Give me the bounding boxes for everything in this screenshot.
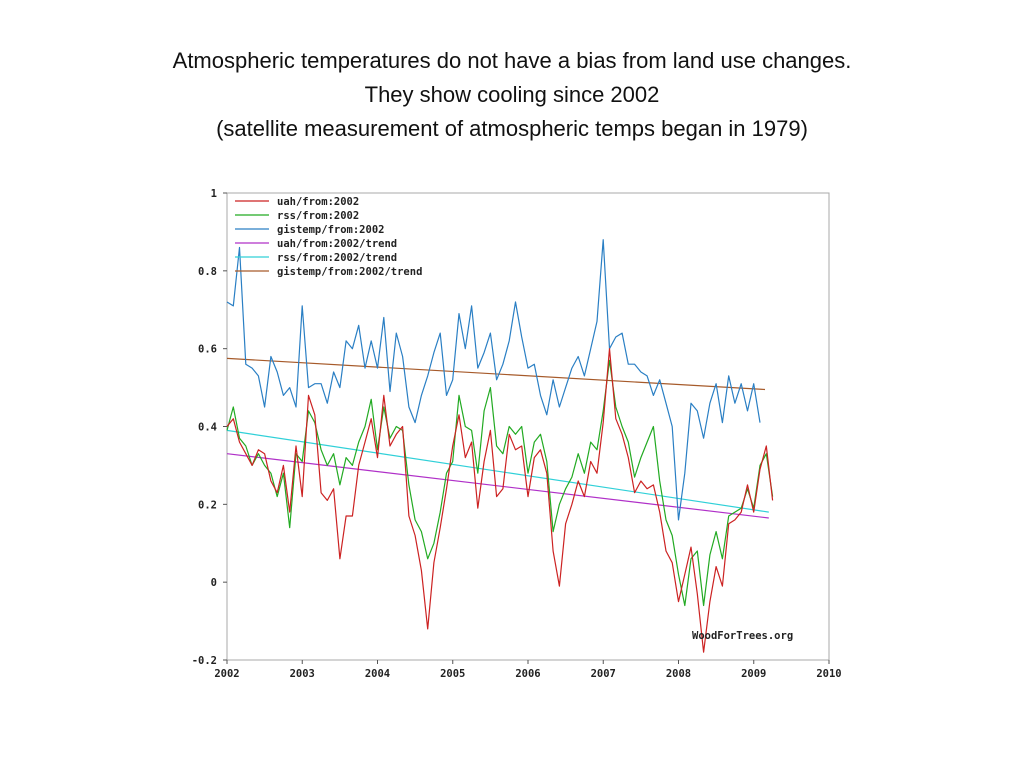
legend-entry-label: gistemp/from:2002/trend (277, 266, 422, 278)
x-tick-label: 2003 (290, 668, 315, 680)
y-tick-label: -0.2 (192, 655, 217, 667)
y-tick-label: 0.6 (198, 344, 217, 356)
x-tick-label: 2004 (365, 668, 390, 680)
series-line-gistemp-from-2002 (226, 239, 761, 521)
y-tick-label: 0 (211, 577, 217, 589)
y-tick-label: 1 (211, 188, 217, 200)
plot-area (226, 192, 830, 661)
title-line-3: (satellite measurement of atmospheric te… (216, 116, 808, 141)
legend: uah/from:2002 rss/from:2002 gistemp/from:2… (235, 196, 422, 278)
slide-title: Atmospheric temperatures do not have a b… (0, 44, 1024, 146)
x-tick-label: 2002 (214, 668, 239, 680)
x-tick-label: 2005 (440, 668, 465, 680)
x-tick-label: 2007 (591, 668, 616, 680)
legend-entry-label: gistemp/from:2002 (277, 224, 384, 236)
series-line-uah-from-2002-trend (226, 453, 769, 519)
title-line-2: They show cooling since 2002 (364, 82, 660, 107)
y-tick-label: 0.4 (198, 422, 217, 434)
series-layer (226, 239, 774, 653)
legend-entry-label: uah/from:2002 (277, 196, 359, 208)
x-tick-label: 2010 (816, 668, 841, 680)
chart-credit: WoodForTrees.org (692, 630, 793, 642)
legend-entry-label: rss/from:2002 (277, 210, 359, 222)
legend-entry-label: uah/from:2002/trend (277, 238, 397, 250)
x-tick-label: 2009 (741, 668, 766, 680)
series-line-uah-from-2002 (226, 348, 774, 653)
y-tick-label: 0.8 (198, 266, 217, 278)
title-line-1: Atmospheric temperatures do not have a b… (172, 48, 852, 73)
x-tick-label: 2006 (515, 668, 540, 680)
y-tick-label: 0.2 (198, 499, 217, 511)
x-tick-label: 2008 (666, 668, 691, 680)
legend-entry-label: rss/from:2002/trend (277, 252, 397, 264)
